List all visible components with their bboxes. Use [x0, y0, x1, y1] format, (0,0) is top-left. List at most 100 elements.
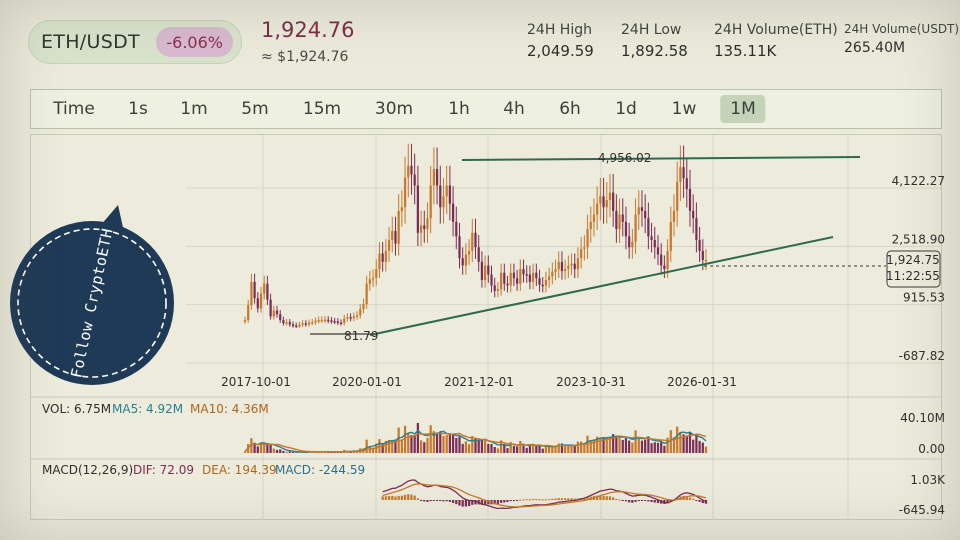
macd-histogram-bar	[544, 499, 548, 501]
macd-histogram-bar	[596, 495, 599, 500]
macd-histogram-bar	[407, 494, 410, 500]
current-price-label: 1,924.75	[886, 253, 939, 267]
volume-ma5-label: MA5: 4.92M	[112, 402, 183, 416]
interval-tab-4h[interactable]: 4h	[503, 99, 525, 119]
volume-bar	[644, 439, 647, 453]
candle-body	[535, 272, 538, 279]
volume-bar	[688, 432, 692, 453]
stat-24h-high: 24H High 2,049.59	[527, 22, 594, 60]
volume-bar	[259, 442, 263, 453]
macd-histogram-bar	[647, 500, 650, 502]
volume-bar	[567, 445, 570, 453]
volume-bar	[560, 443, 564, 453]
stat-label: 24H Low	[621, 22, 682, 38]
candle-body	[548, 276, 551, 281]
volume-bar	[243, 451, 247, 453]
interval-tab-15m[interactable]: 15m	[302, 99, 342, 119]
macd-dea-label: DEA: 194.39	[202, 463, 277, 477]
stat-24h-volume-usdt: 24H Volume(USDT) 265.40M	[844, 22, 959, 56]
volume-bar	[576, 441, 580, 453]
interval-tab-1w[interactable]: 1w	[671, 99, 697, 119]
candle-body	[477, 247, 480, 262]
candle-body	[493, 285, 496, 291]
candle-body	[612, 192, 615, 211]
candle-body	[528, 274, 532, 282]
macd-histogram-bar	[384, 496, 387, 500]
candle-body	[596, 203, 599, 215]
macd-axis-label: 1.03K	[910, 473, 946, 487]
high-annotation: 4,956.02	[598, 151, 651, 165]
interval-tab-1d[interactable]: 1d	[615, 99, 637, 119]
volume-bar	[391, 439, 394, 453]
candle-body	[279, 314, 282, 321]
volume-bar	[656, 442, 660, 453]
candle-body	[413, 174, 416, 186]
macd-histogram-bar	[397, 495, 400, 500]
candle-body	[451, 203, 455, 222]
volume-bar	[474, 438, 477, 453]
candle-body	[343, 318, 346, 323]
candle-body	[435, 169, 439, 186]
candle-body	[666, 250, 669, 270]
interval-tab-6h[interactable]: 6h	[559, 99, 581, 119]
pair-selector[interactable]: ETH/USDT -6.06%	[28, 20, 242, 64]
candle-body	[672, 210, 676, 222]
candle-body	[503, 272, 506, 284]
volume-bar	[647, 436, 650, 453]
macd-histogram-bar	[615, 498, 618, 500]
volume-bar	[564, 446, 567, 453]
macd-histogram-bar	[599, 495, 602, 500]
macd-histogram-bar	[451, 500, 455, 503]
volume-bar	[269, 444, 272, 453]
macd-histogram-bar	[554, 498, 557, 500]
volume-bar	[557, 443, 560, 453]
macd-histogram-bar	[538, 499, 541, 501]
interval-tab-1m[interactable]: 1m	[180, 99, 208, 119]
candle-body	[247, 305, 250, 321]
interval-tab-1m-month[interactable]: 1M	[720, 95, 766, 123]
price-axis-label: 915.53	[903, 291, 945, 305]
candle-body	[355, 315, 359, 317]
pair-name: ETH/USDT	[41, 31, 140, 53]
volume-bar	[387, 439, 391, 453]
macd-histogram-bar	[570, 498, 573, 500]
volume-bar	[416, 423, 419, 453]
candle-body	[259, 293, 263, 309]
macd-histogram-bar	[612, 497, 615, 500]
macd-histogram-bar	[426, 500, 429, 502]
volume-bar	[631, 442, 634, 453]
candle-body	[461, 258, 464, 266]
candle-body	[474, 232, 477, 248]
volume-bar	[439, 432, 442, 453]
candle-body	[311, 322, 314, 324]
macd-histogram-bar	[509, 500, 512, 502]
volume-bar	[519, 440, 522, 453]
interval-tab-5m[interactable]: 5m	[241, 99, 269, 119]
stat-label: 24H High	[527, 22, 592, 38]
candle-body	[631, 241, 634, 248]
volume-bar	[311, 452, 314, 453]
stat-value: 265.40M	[844, 40, 906, 56]
candle-body	[487, 265, 490, 275]
interval-tab-1s[interactable]: 1s	[128, 99, 148, 119]
volume-bar	[660, 442, 663, 453]
interval-tab-time[interactable]: Time	[53, 99, 95, 119]
candle-body	[576, 258, 580, 270]
candle-body	[432, 169, 436, 186]
macd-histogram-bar	[413, 495, 416, 500]
macd-histogram-bar	[573, 498, 576, 500]
interval-tab-30m[interactable]: 30m	[374, 99, 414, 119]
volume-bar	[256, 446, 259, 453]
candle-body	[532, 272, 535, 282]
macd-histogram-bar	[387, 496, 391, 500]
candle-body	[410, 165, 413, 175]
volume-bar	[512, 445, 516, 453]
candle-body	[352, 316, 355, 319]
candle-body	[682, 167, 685, 179]
volume-bar	[509, 442, 512, 453]
macd-histogram-bar	[548, 499, 551, 501]
date-axis-label: 2017-10-01	[221, 375, 291, 389]
interval-tab-1h[interactable]: 1h	[448, 99, 470, 119]
macd-histogram-bar	[602, 495, 605, 500]
